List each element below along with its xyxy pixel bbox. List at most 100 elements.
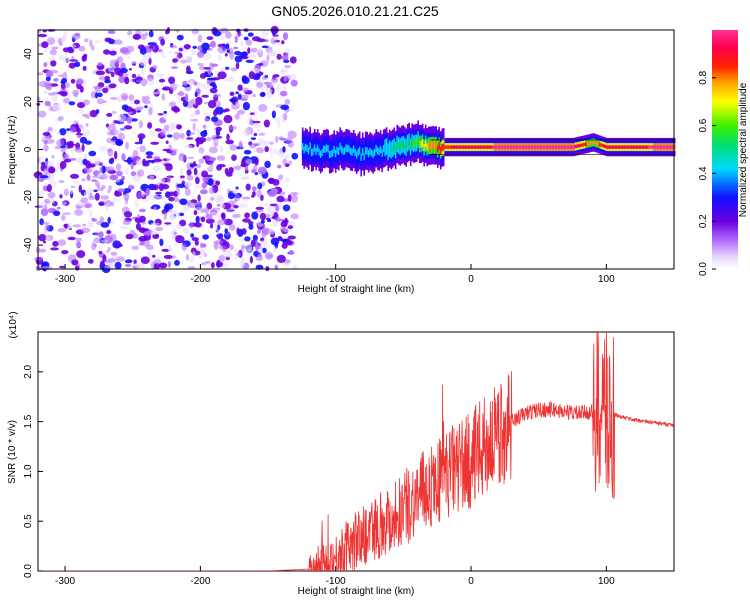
signal-cell bbox=[564, 145, 566, 149]
y-tick-label: 0.5 bbox=[23, 514, 34, 528]
noise-blob bbox=[151, 91, 160, 95]
signal-cell bbox=[565, 145, 568, 149]
noise-blob bbox=[239, 203, 249, 209]
noise-blob bbox=[163, 110, 167, 114]
noise-blob bbox=[114, 261, 122, 270]
noise-blob bbox=[93, 189, 98, 193]
signal-cell bbox=[322, 145, 325, 153]
signal-cell bbox=[633, 145, 635, 149]
snr-y-multiplier: (x10⁴) bbox=[8, 311, 19, 338]
signal-cell bbox=[397, 141, 400, 150]
noise-blob bbox=[140, 198, 149, 202]
signal-cell bbox=[484, 145, 487, 149]
noise-blob bbox=[152, 254, 156, 258]
noise-blob bbox=[202, 234, 210, 240]
signal-cell bbox=[652, 145, 655, 149]
signal-cell bbox=[334, 150, 337, 158]
noise-blob bbox=[110, 157, 115, 162]
noise-blob bbox=[44, 182, 48, 187]
noise-blob bbox=[235, 91, 239, 95]
signal-cell bbox=[463, 145, 466, 149]
noise-blob bbox=[202, 52, 212, 61]
noise-blob bbox=[108, 185, 112, 191]
noise-blob bbox=[183, 44, 191, 50]
signal-cell bbox=[666, 145, 668, 149]
noise-blob bbox=[198, 158, 205, 164]
noise-blob bbox=[247, 32, 254, 37]
signal-cell bbox=[328, 150, 331, 159]
noise-blob bbox=[118, 132, 125, 141]
noise-blob bbox=[149, 129, 157, 137]
noise-blob bbox=[134, 263, 141, 269]
noise-blob bbox=[186, 175, 194, 181]
noise-blob bbox=[174, 259, 180, 266]
noise-blob bbox=[275, 216, 281, 222]
noise-blob bbox=[85, 114, 91, 119]
signal-cell bbox=[507, 145, 509, 149]
noise-blob bbox=[237, 84, 243, 91]
noise-blob bbox=[249, 118, 253, 126]
signal-cell bbox=[385, 142, 388, 151]
noise-blob bbox=[132, 232, 139, 239]
noise-blob bbox=[205, 218, 215, 224]
noise-blob bbox=[233, 256, 238, 260]
noise-blob bbox=[228, 125, 238, 130]
noise-blob bbox=[84, 153, 88, 161]
noise-blob bbox=[176, 34, 184, 41]
noise-blob bbox=[168, 76, 176, 85]
noise-blob bbox=[242, 101, 250, 111]
signal-cell bbox=[415, 139, 418, 147]
noise-blob bbox=[103, 49, 111, 55]
noise-blob bbox=[272, 35, 280, 41]
noise-blob bbox=[253, 132, 258, 137]
noise-blob bbox=[97, 173, 102, 178]
noise-blob bbox=[128, 68, 132, 71]
noise-blob bbox=[130, 60, 139, 64]
noise-blob bbox=[138, 208, 146, 213]
noise-blob bbox=[223, 218, 233, 226]
noise-blob bbox=[217, 43, 226, 48]
noise-blob bbox=[56, 206, 61, 210]
signal-cell bbox=[304, 143, 307, 151]
noise-blob bbox=[233, 165, 242, 170]
signal-cell bbox=[664, 145, 667, 149]
noise-blob bbox=[111, 198, 120, 202]
noise-blob bbox=[53, 78, 59, 82]
noise-blob bbox=[186, 169, 192, 176]
noise-blob bbox=[106, 230, 111, 234]
noise-blob bbox=[258, 138, 266, 146]
noise-blob bbox=[74, 240, 82, 248]
noise-blob bbox=[168, 196, 175, 202]
noise-blob bbox=[246, 248, 254, 256]
noise-blob bbox=[158, 195, 166, 200]
y-tick-label: 0 bbox=[23, 146, 34, 152]
signal-cell bbox=[618, 145, 620, 149]
noise-blob bbox=[107, 148, 114, 157]
signal-cell bbox=[448, 145, 451, 149]
noise-blob bbox=[95, 70, 106, 76]
signal-cell bbox=[631, 145, 634, 149]
signal-cell bbox=[624, 145, 626, 149]
noise-blob bbox=[63, 188, 69, 196]
noise-blob bbox=[197, 254, 203, 260]
noise-blob bbox=[216, 164, 222, 171]
x-tick-label: 0 bbox=[468, 576, 474, 587]
noise-blob bbox=[271, 51, 277, 57]
noise-blob bbox=[134, 199, 140, 208]
noise-blob bbox=[123, 211, 133, 218]
noise-blob bbox=[163, 254, 173, 260]
signal-cell bbox=[528, 145, 530, 149]
noise-blob bbox=[126, 30, 133, 36]
signal-cell bbox=[622, 145, 625, 149]
noise-blob bbox=[213, 30, 222, 37]
noise-blob bbox=[107, 37, 112, 41]
noise-blob bbox=[92, 175, 99, 179]
noise-blob bbox=[117, 188, 126, 192]
noise-blob bbox=[155, 226, 164, 232]
y-tick-label: -20 bbox=[23, 190, 34, 205]
signal-cell bbox=[513, 145, 515, 149]
noise-blob bbox=[239, 260, 245, 268]
signal-cell bbox=[445, 145, 448, 149]
noise-blob bbox=[272, 179, 280, 186]
signal-cell bbox=[388, 145, 391, 153]
